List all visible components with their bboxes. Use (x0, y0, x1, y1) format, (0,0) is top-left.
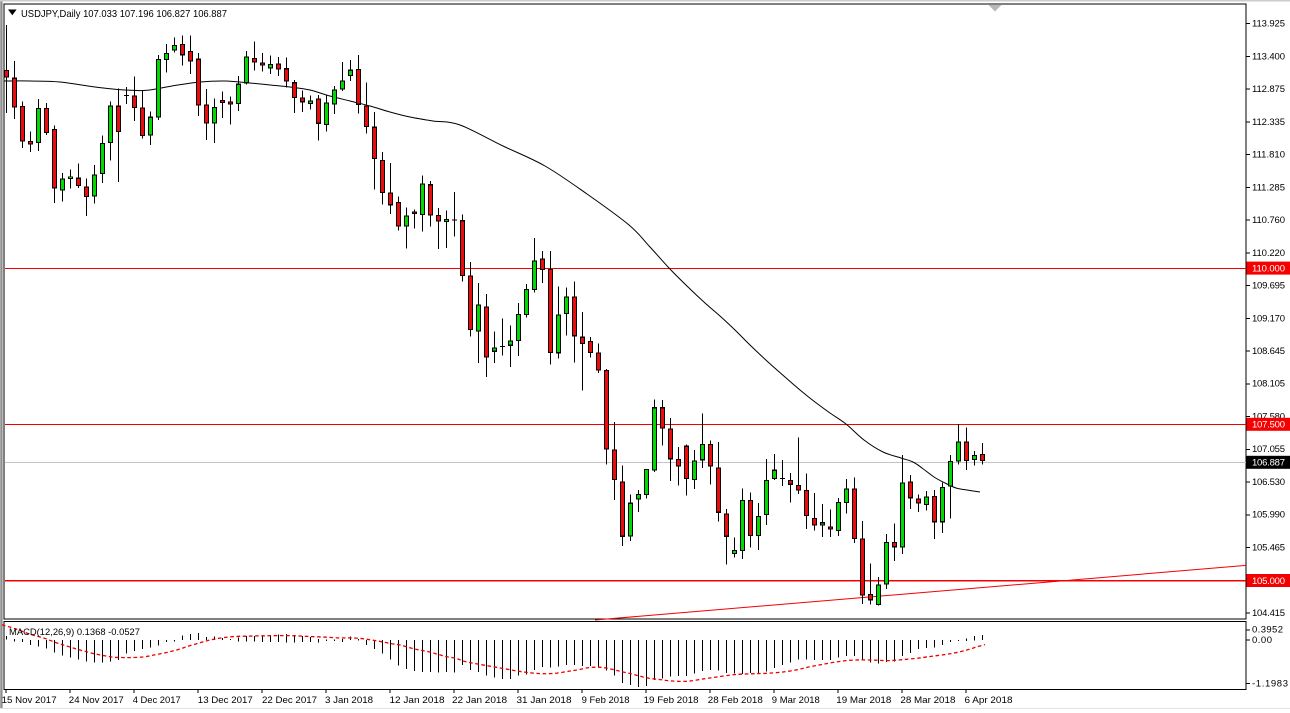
svg-text:105.000: 105.000 (1252, 576, 1285, 587)
svg-text:104.415: 104.415 (1252, 608, 1285, 619)
svg-text:113.925: 113.925 (1252, 19, 1285, 30)
svg-text:109.170: 109.170 (1252, 313, 1285, 324)
svg-text:107.580: 107.580 (1252, 412, 1285, 423)
svg-text:12 Jan 2018: 12 Jan 2018 (390, 695, 445, 706)
svg-text:110.000: 110.000 (1252, 263, 1285, 274)
svg-text:28 Mar 2018: 28 Mar 2018 (900, 695, 955, 706)
svg-text:22 Dec 2017: 22 Dec 2017 (262, 695, 317, 706)
svg-text:105.990: 105.990 (1252, 510, 1285, 521)
svg-text:22 Jan 2018: 22 Jan 2018 (452, 695, 507, 706)
svg-text:107.500: 107.500 (1252, 420, 1285, 431)
svg-text:106.530: 106.530 (1252, 477, 1285, 488)
svg-text:105.465: 105.465 (1252, 542, 1285, 553)
svg-text:3 Jan 2018: 3 Jan 2018 (325, 695, 373, 706)
svg-text:USDJPY,Daily 107.033 107.196: USDJPY,Daily 107.033 107.196 106.827 106… (21, 8, 227, 20)
svg-text:19 Feb 2018: 19 Feb 2018 (644, 695, 699, 706)
svg-text:-1.1983: -1.1983 (1252, 679, 1288, 690)
svg-text:15 Nov 2017: 15 Nov 2017 (2, 695, 57, 706)
svg-text:24 Nov 2017: 24 Nov 2017 (69, 695, 124, 706)
svg-text:13 Dec 2017: 13 Dec 2017 (198, 695, 253, 706)
svg-text:19 Mar 2018: 19 Mar 2018 (836, 695, 891, 706)
svg-text:9 Mar 2018: 9 Mar 2018 (772, 695, 820, 706)
svg-text:110.220: 110.220 (1252, 248, 1285, 259)
svg-text:0.00: 0.00 (1252, 635, 1272, 646)
svg-text:108.645: 108.645 (1252, 346, 1285, 357)
svg-text:6 Apr 2018: 6 Apr 2018 (965, 695, 1013, 706)
svg-text:106.887: 106.887 (1252, 458, 1285, 469)
svg-text:113.400: 113.400 (1252, 51, 1285, 62)
svg-text:31 Jan 2018: 31 Jan 2018 (517, 695, 572, 706)
svg-text:109.695: 109.695 (1252, 281, 1285, 292)
svg-text:0.3952: 0.3952 (1252, 625, 1283, 636)
svg-text:MACD(12,26,9) 0.1368 -0.0527: MACD(12,26,9) 0.1368 -0.0527 (9, 627, 140, 638)
svg-text:9 Feb 2018: 9 Feb 2018 (582, 695, 630, 706)
svg-text:111.285: 111.285 (1252, 182, 1285, 193)
svg-text:28 Feb 2018: 28 Feb 2018 (708, 695, 763, 706)
svg-text:110.760: 110.760 (1252, 215, 1285, 226)
svg-text:107.055: 107.055 (1252, 444, 1285, 455)
svg-text:4 Dec 2017: 4 Dec 2017 (133, 695, 181, 706)
svg-text:111.810: 111.810 (1252, 150, 1285, 161)
svg-text:112.875: 112.875 (1252, 84, 1285, 95)
svg-text:108.105: 108.105 (1252, 379, 1285, 390)
svg-text:112.335: 112.335 (1252, 117, 1285, 128)
